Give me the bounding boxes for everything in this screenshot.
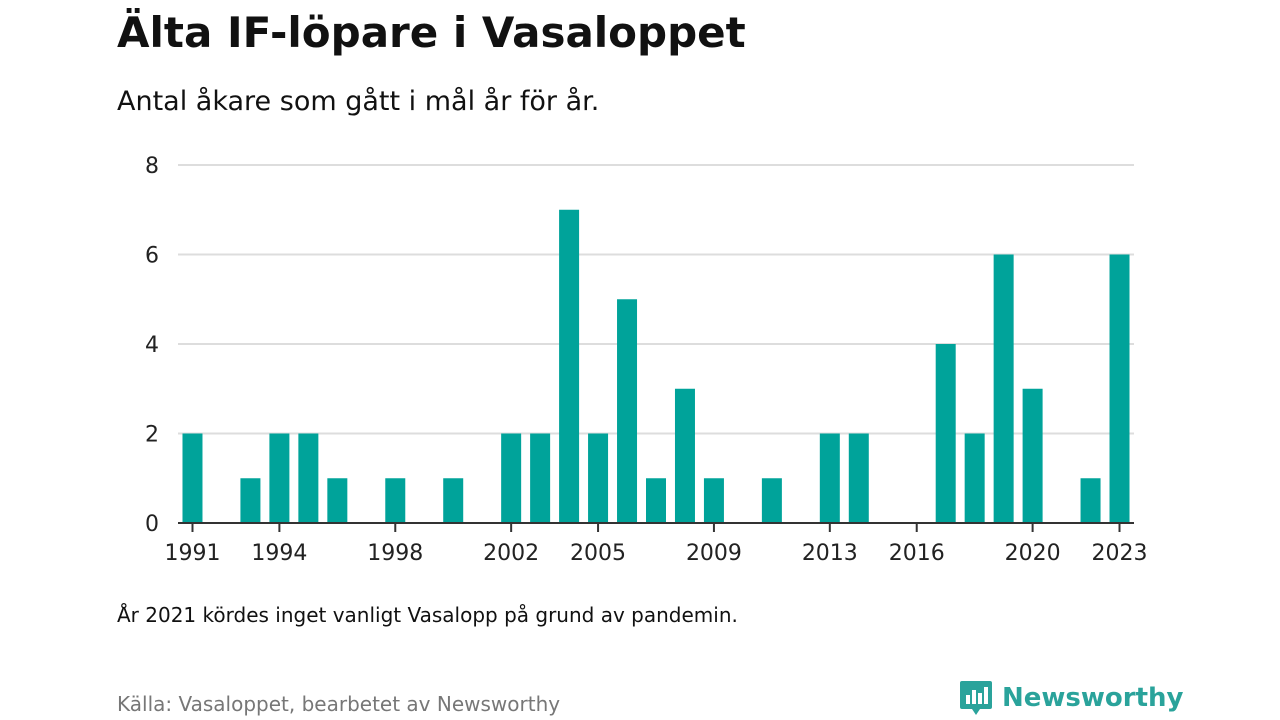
bar-chart: 0 2 4 6 8 1991 1994 1998 2002 2005 2009 2013 2016 202… xyxy=(145,154,1148,566)
chart-title: Älta IF-löpare i Vasaloppet xyxy=(117,8,746,57)
bar-2014 xyxy=(848,433,869,523)
bar-2002 xyxy=(501,433,522,523)
x-tick-label-2013: 2013 xyxy=(802,541,858,566)
bar-2011 xyxy=(761,478,782,523)
bar-2018 xyxy=(964,433,985,523)
bar-2006 xyxy=(617,299,638,523)
x-tick-label-2009: 2009 xyxy=(686,541,742,566)
bar-2007 xyxy=(646,478,666,523)
bar-2004 xyxy=(559,209,580,523)
chart-note: År 2021 kördes inget vanligt Vasalopp på… xyxy=(117,603,738,627)
bar-1994 xyxy=(269,433,290,523)
x-tick-label-2020: 2020 xyxy=(1005,541,1061,566)
bar-2009 xyxy=(703,478,724,523)
x-tick-label-1991: 1991 xyxy=(164,541,220,566)
y-tick-label-2: 2 xyxy=(145,423,159,448)
chart-subtitle: Antal åkare som gått i mål år för år. xyxy=(117,86,600,117)
bar-2019 xyxy=(993,254,1014,523)
x-tick-label-2002: 2002 xyxy=(483,541,539,566)
newsworthy-logo-icon xyxy=(960,681,992,715)
brand-name: Newsworthy xyxy=(1002,683,1184,713)
bar-2008 xyxy=(674,388,695,523)
bar-2000 xyxy=(443,478,464,523)
bar-2020 xyxy=(1022,388,1043,523)
bar-2023 xyxy=(1109,254,1130,523)
y-tick-label-6: 6 xyxy=(145,244,159,269)
bar-1991 xyxy=(182,433,203,523)
brand: Newsworthy xyxy=(958,680,1183,716)
x-tick-label-2023: 2023 xyxy=(1092,541,1148,566)
bar-2022 xyxy=(1080,478,1101,523)
bar-1993 xyxy=(240,478,261,523)
bar-1998 xyxy=(385,478,406,523)
x-tick-label-1998: 1998 xyxy=(367,541,423,566)
bars xyxy=(182,209,1130,523)
x-tick-label-1994: 1994 xyxy=(251,541,307,566)
source-credit: Källa: Vasaloppet, bearbetet av Newswort… xyxy=(117,692,561,716)
bar-2013 xyxy=(819,433,840,523)
bar-1995 xyxy=(298,433,319,523)
x-tick-label-2016: 2016 xyxy=(889,541,945,566)
bar-1996 xyxy=(327,478,348,523)
axes: 0 2 4 6 8 1991 1994 1998 2002 2005 2009 2013 2016 202… xyxy=(145,154,1148,566)
y-tick-label-8: 8 xyxy=(145,154,159,179)
x-tick-label-2005: 2005 xyxy=(570,541,626,566)
bar-2005 xyxy=(588,433,609,523)
y-tick-label-0: 0 xyxy=(145,512,159,537)
bar-2003 xyxy=(530,433,551,523)
bar-2017 xyxy=(935,344,956,523)
y-tick-label-4: 4 xyxy=(145,333,159,358)
gridlines xyxy=(178,164,1134,435)
